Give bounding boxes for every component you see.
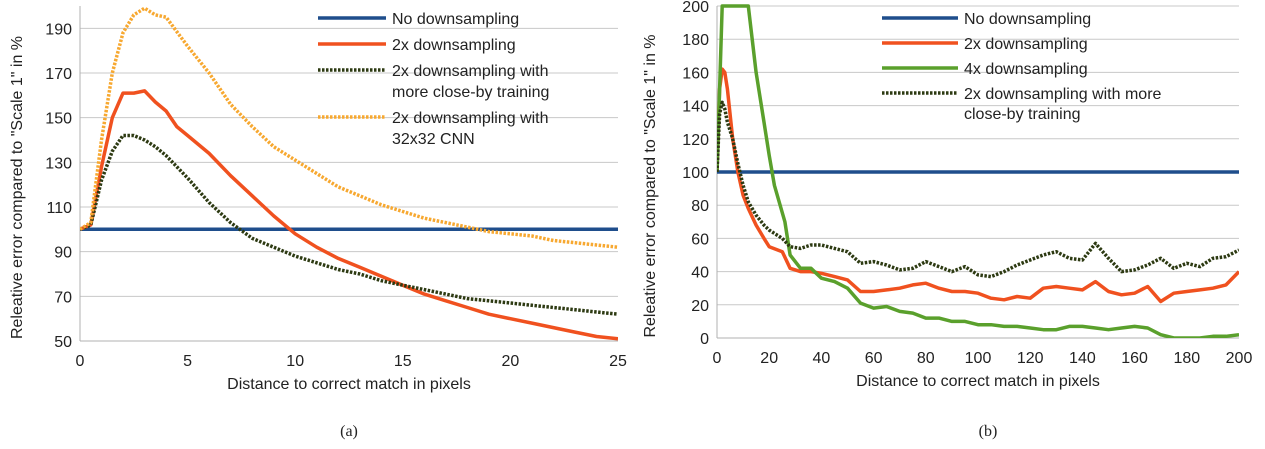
series-line-3 xyxy=(717,100,1239,279)
x-tick-label: 60 xyxy=(865,350,883,367)
chart-panel-a: 50 70 90 110 130 150 170 190 0 5 10 15 20 25 No downsa… xyxy=(9,6,627,440)
legend: No downsampling 2x downsampling 2x downsam… xyxy=(318,11,549,148)
y-tick-label: 60 xyxy=(691,231,709,248)
y-tick-label: 100 xyxy=(682,165,709,182)
y-axis-title: Releative error compared to "Scale 1" in… xyxy=(642,34,659,337)
y-tick-label: 0 xyxy=(700,331,709,348)
y-tick-label: 20 xyxy=(691,298,709,315)
y-tick-label: 180 xyxy=(682,32,709,49)
x-tick-label: 15 xyxy=(394,353,412,370)
legend-label: 2x downsampling with more close-by traini… xyxy=(964,86,1162,123)
legend-label: 2x downsampling with 32x32 CNN xyxy=(392,110,549,148)
y-tick-label: 130 xyxy=(45,155,72,172)
series-line-2 xyxy=(80,133,618,316)
x-tick-label: 0 xyxy=(713,350,722,367)
x-tick-label: 80 xyxy=(917,350,935,367)
series-line-1 xyxy=(80,89,618,341)
y-tick-label: 160 xyxy=(682,65,709,82)
legend: No downsampling 2x downsampling 4x downsam… xyxy=(882,11,1162,123)
y-tick-label: 50 xyxy=(54,334,72,351)
x-axis-title: Distance to correct match in pixels xyxy=(856,373,1100,390)
legend-label: No downsampling xyxy=(392,11,519,28)
y-tick-label: 120 xyxy=(682,132,709,149)
x-tick-label: 20 xyxy=(502,353,520,370)
chart-panel-b: 0 20 40 60 80 100 120 140 160 180 200 0 20 40 60 80 100 1… xyxy=(642,0,1252,440)
x-tick-label: 20 xyxy=(760,350,778,367)
x-tick-label: 5 xyxy=(183,353,192,370)
y-tick-label: 90 xyxy=(54,245,72,262)
x-tick-label: 100 xyxy=(965,350,992,367)
y-axis-title: Releative error compared to "Scale 1" in… xyxy=(9,36,26,339)
x-tick-label: 10 xyxy=(286,353,304,370)
y-tick-label: 190 xyxy=(45,21,72,38)
series-line-1 xyxy=(717,67,1239,304)
x-tick-label: 200 xyxy=(1226,350,1253,367)
y-tick-label: 200 xyxy=(682,0,709,16)
panel-caption: (a) xyxy=(340,423,358,440)
legend-label: 2x downsampling xyxy=(392,37,516,54)
x-tick-label: 140 xyxy=(1069,350,1096,367)
x-tick-label: 160 xyxy=(1121,350,1148,367)
legend-label: No downsampling xyxy=(964,11,1091,28)
y-tick-label: 140 xyxy=(682,99,709,116)
x-tick-label: 40 xyxy=(813,350,831,367)
x-axis-title: Distance to correct match in pixels xyxy=(227,376,471,393)
series-line-2 xyxy=(717,4,1239,338)
x-tick-label: 180 xyxy=(1173,350,1200,367)
series-line-3 xyxy=(80,6,618,249)
x-tick-label: 25 xyxy=(609,353,627,370)
y-tick-label: 40 xyxy=(691,265,709,282)
x-tick-label: 120 xyxy=(1017,350,1044,367)
y-tick-label: 80 xyxy=(691,198,709,215)
legend-label: 4x downsampling xyxy=(964,61,1088,78)
legend-label: 2x downsampling with more close-by traini… xyxy=(392,63,549,101)
panel-caption: (b) xyxy=(979,423,998,440)
legend-label: 2x downsampling xyxy=(964,36,1088,53)
y-tick-label: 170 xyxy=(45,66,72,83)
y-tick-label: 150 xyxy=(45,111,72,128)
x-tick-label: 0 xyxy=(76,353,85,370)
y-tick-label: 70 xyxy=(54,289,72,306)
y-tick-label: 110 xyxy=(46,200,72,217)
